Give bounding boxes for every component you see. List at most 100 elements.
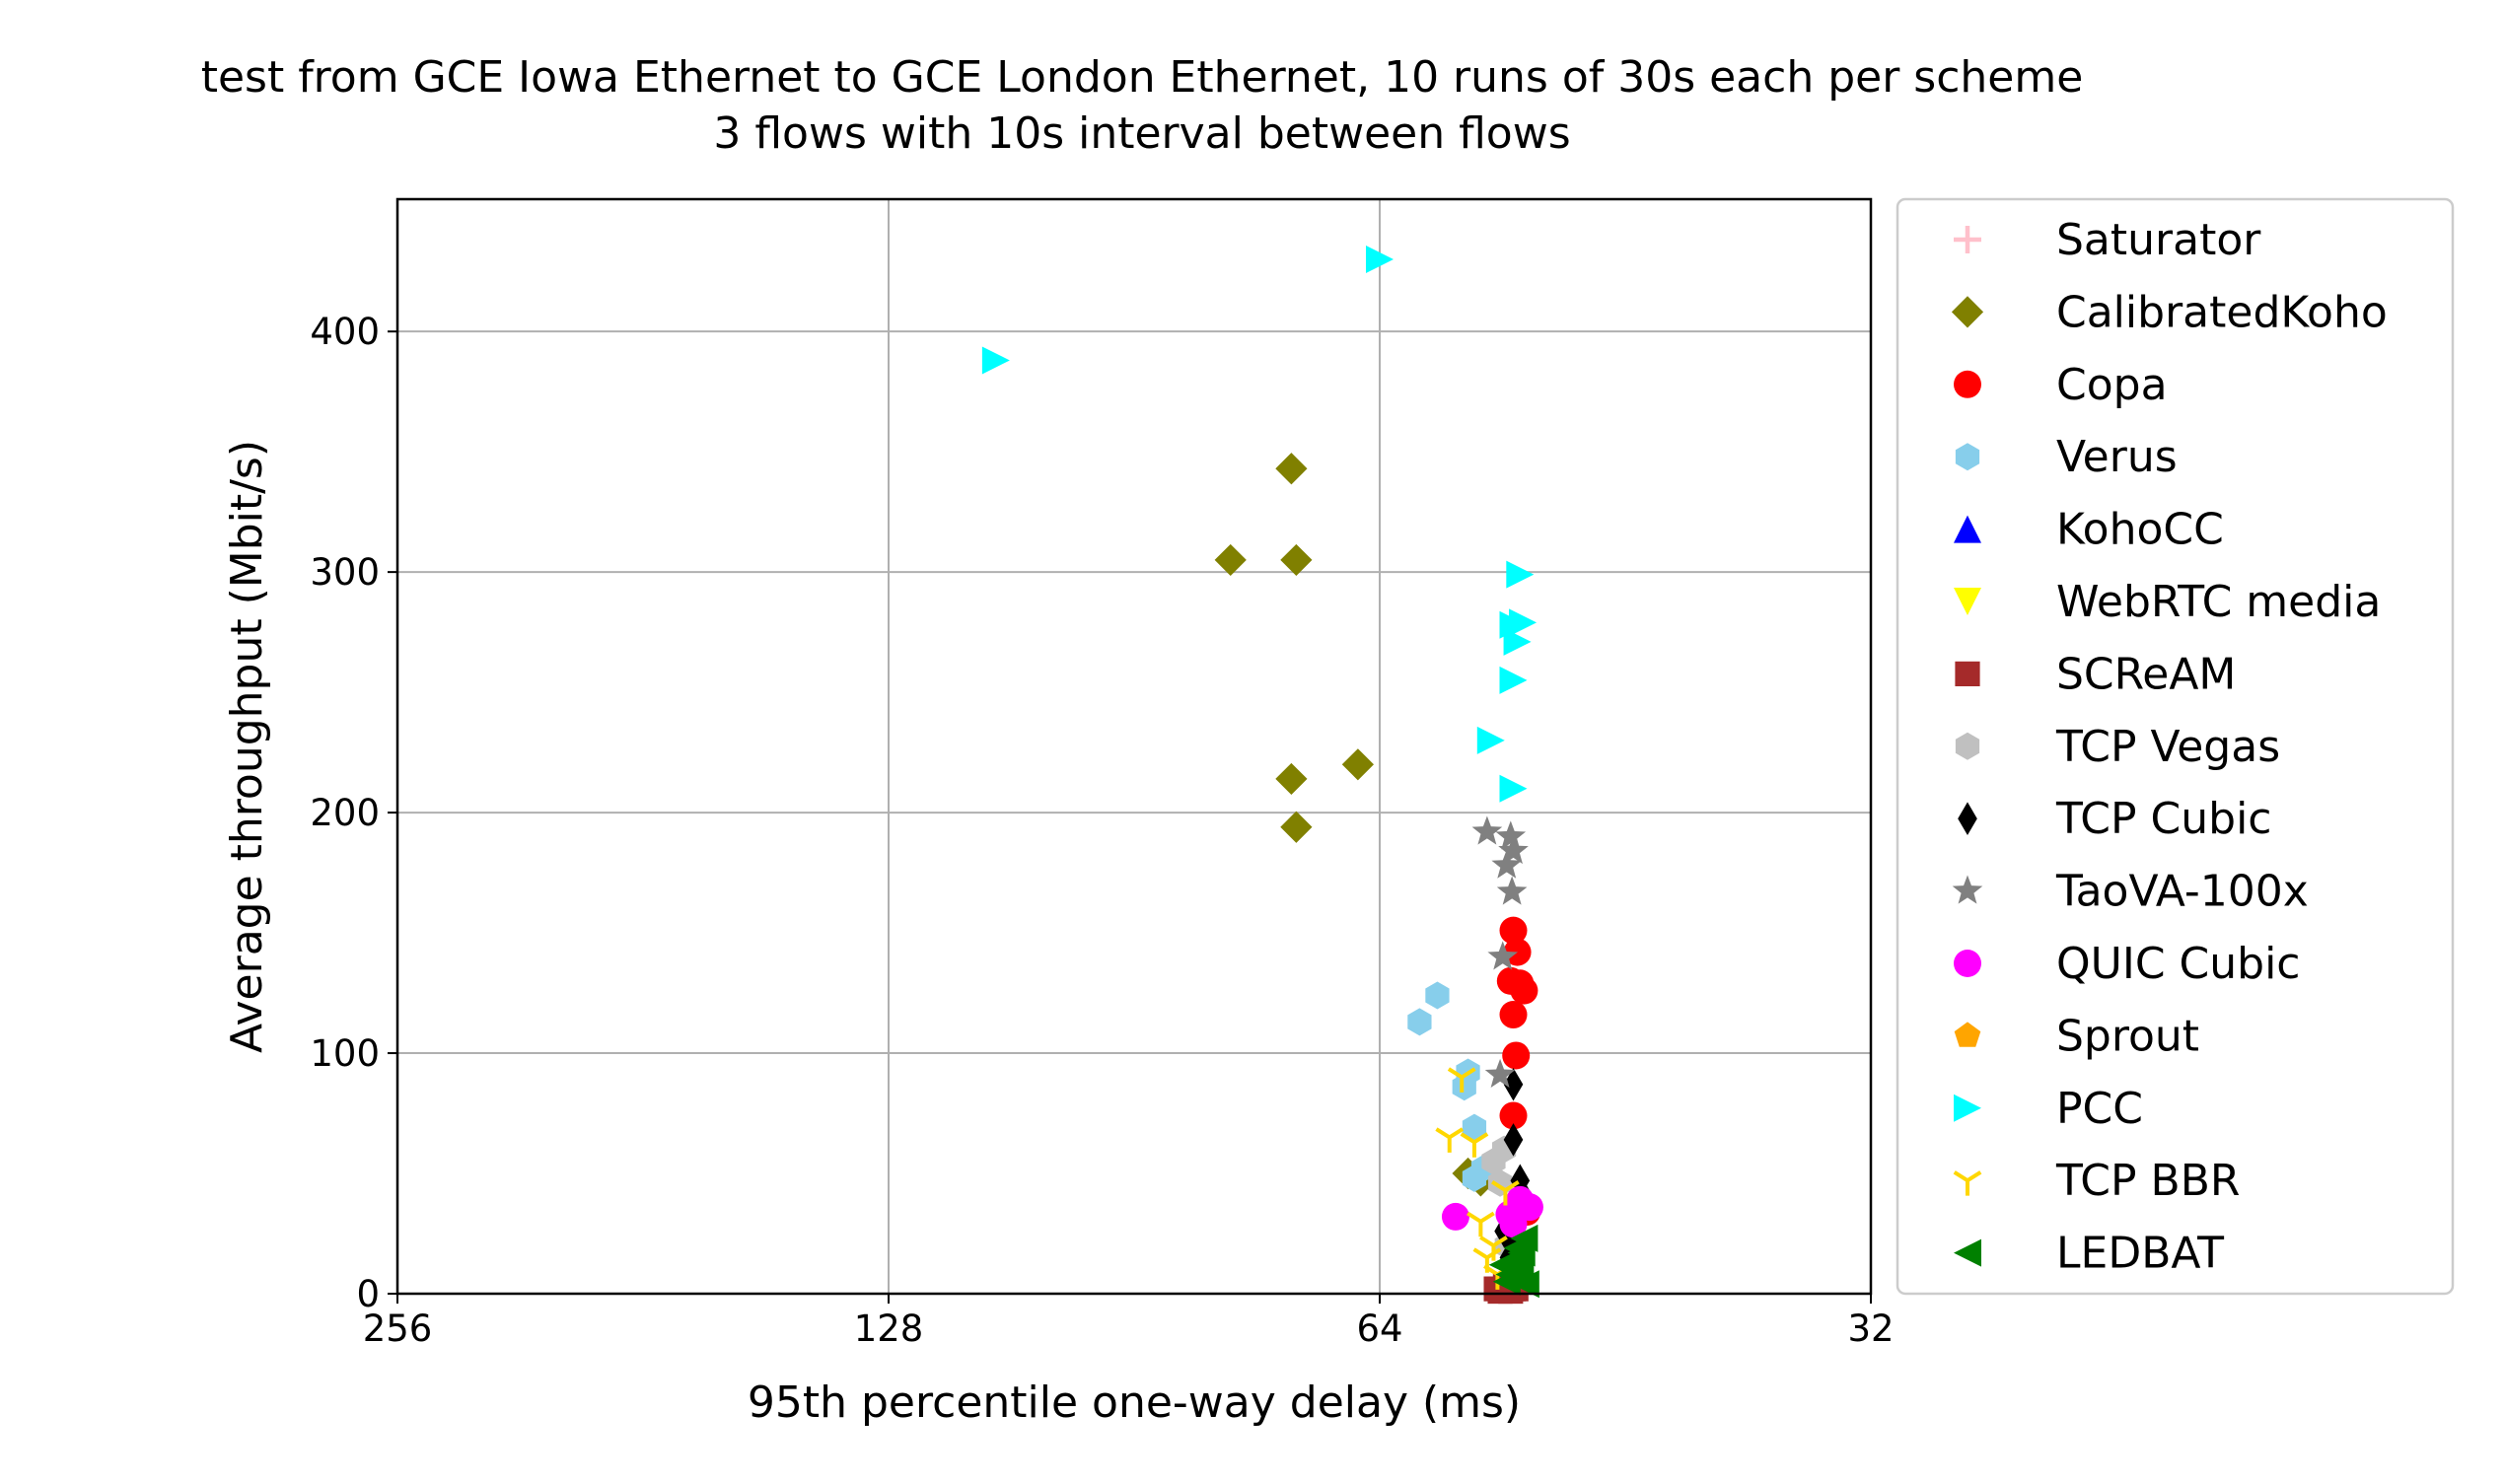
legend-item-quic-cubic: QUIC Cubic bbox=[1954, 939, 2300, 989]
legend-item-kohocc: KohoCC bbox=[1954, 505, 2224, 555]
data-point bbox=[1503, 627, 1532, 656]
data-point bbox=[1503, 1067, 1524, 1101]
legend-marker bbox=[1954, 1094, 1981, 1122]
data-point bbox=[1341, 748, 1374, 781]
data-points bbox=[981, 245, 1543, 1305]
data-point bbox=[1496, 876, 1528, 905]
data-point bbox=[1484, 1058, 1516, 1089]
data-point bbox=[1499, 1001, 1528, 1029]
legend-item-verus: Verus bbox=[1955, 432, 2178, 482]
legend-label: LEDBAT bbox=[2056, 1229, 2224, 1279]
legend-item-scream: SCReAM bbox=[1955, 649, 2236, 699]
data-point bbox=[1510, 1164, 1531, 1198]
x-tick-label: 32 bbox=[1847, 1307, 1894, 1350]
data-point bbox=[1499, 916, 1528, 945]
plot-frame bbox=[395, 197, 1873, 1296]
legend-label: QUIC Cubic bbox=[2056, 939, 2300, 989]
legend-item-webrtc-media: WebRTC media bbox=[1954, 577, 2381, 627]
data-point bbox=[1275, 453, 1308, 485]
legend-marker bbox=[1954, 515, 1981, 543]
legend-marker bbox=[1954, 950, 1981, 977]
data-point bbox=[1280, 811, 1313, 843]
legend-label: KohoCC bbox=[2056, 505, 2224, 555]
data-point bbox=[1499, 1101, 1528, 1130]
legend-item-sprout: Sprout bbox=[1954, 1011, 2199, 1061]
axes: 256 128 64 32 0 100 200 300 400 bbox=[310, 311, 1894, 1350]
series-taova-100x bbox=[1471, 815, 1529, 1089]
data-point bbox=[1491, 1180, 1520, 1206]
data-point bbox=[1366, 245, 1394, 273]
series-ledbat bbox=[1488, 1224, 1539, 1299]
legend-marker bbox=[1954, 370, 1981, 398]
data-point bbox=[1511, 1270, 1539, 1299]
legend-label: Saturator bbox=[2056, 215, 2261, 265]
legend-marker bbox=[1953, 1170, 1982, 1196]
legend-box bbox=[1896, 197, 2455, 1296]
data-point bbox=[1462, 1113, 1487, 1142]
data-point bbox=[1467, 1211, 1495, 1237]
x-tick-label: 128 bbox=[854, 1307, 924, 1350]
data-point bbox=[1435, 1127, 1465, 1153]
data-point bbox=[1498, 835, 1529, 865]
data-point bbox=[1502, 1041, 1531, 1070]
legend-marker bbox=[1954, 1238, 1981, 1267]
legend-marker bbox=[1952, 875, 1983, 904]
data-point bbox=[1499, 1210, 1528, 1238]
legend-label: SCReAM bbox=[2056, 649, 2236, 699]
legend-label: Copa bbox=[2056, 360, 2168, 410]
data-point bbox=[1425, 981, 1450, 1010]
legend-item-tcp-bbr: TCP BBR bbox=[1953, 1156, 2240, 1206]
data-point bbox=[1275, 762, 1308, 796]
legend-label: TaoVA-100x bbox=[2055, 867, 2309, 917]
data-point bbox=[1491, 849, 1523, 879]
legend-marker bbox=[1954, 588, 1981, 615]
chart-title-line-2: 3 flows with 10s interval between flows bbox=[713, 108, 1570, 159]
data-point bbox=[1492, 1267, 1521, 1296]
legend-label: TCP BBR bbox=[2055, 1156, 2240, 1206]
data-point bbox=[1472, 1247, 1502, 1273]
legend: Saturator CalibratedKoho Copa Verus KohoCC We… bbox=[1896, 197, 2455, 1296]
legend-item-taova-100x: TaoVA-100x bbox=[1952, 867, 2309, 917]
data-point bbox=[1503, 1123, 1524, 1157]
legend-label: Sprout bbox=[2056, 1011, 2199, 1061]
data-point bbox=[1496, 966, 1525, 995]
grid bbox=[396, 199, 1872, 1295]
legend-marker bbox=[1955, 443, 1980, 471]
data-point bbox=[1452, 1073, 1476, 1101]
data-point bbox=[1506, 560, 1535, 589]
x-tick-label: 64 bbox=[1356, 1307, 1402, 1350]
data-point bbox=[1447, 1067, 1476, 1093]
legend-marker bbox=[1955, 732, 1980, 760]
legend-marker bbox=[1954, 226, 1981, 253]
legend-marker bbox=[1955, 661, 1980, 686]
x-tick-label: 256 bbox=[363, 1307, 433, 1350]
legend-label: Verus bbox=[2056, 432, 2178, 482]
series-quic-cubic bbox=[1441, 1185, 1543, 1238]
legend-label: TCP Cubic bbox=[2055, 794, 2272, 844]
legend-item-calibratedkoho: CalibratedKoho bbox=[1951, 287, 2388, 337]
y-tick-label: 300 bbox=[310, 551, 380, 594]
data-point bbox=[1407, 1008, 1432, 1036]
legend-label: CalibratedKoho bbox=[2056, 287, 2388, 337]
legend-item-ledbat: LEDBAT bbox=[1954, 1229, 2224, 1279]
data-point bbox=[1462, 1164, 1487, 1192]
data-point bbox=[1481, 1147, 1506, 1175]
data-point bbox=[1280, 543, 1313, 577]
series-pcc bbox=[981, 245, 1538, 803]
data-point bbox=[1476, 726, 1505, 754]
y-tick-label: 200 bbox=[310, 792, 380, 834]
data-point bbox=[1471, 815, 1503, 845]
data-point bbox=[1487, 941, 1519, 970]
data-point bbox=[981, 346, 1010, 375]
data-point bbox=[1495, 820, 1527, 850]
y-axis-label: Average throughput (Mbit/s) bbox=[222, 440, 272, 1053]
chart-title-line-1: test from GCE Iowa Ethernet to GCE Londo… bbox=[201, 52, 2084, 103]
legend-item-tcp-cubic: TCP Cubic bbox=[1958, 794, 2272, 844]
y-tick-label: 400 bbox=[310, 311, 380, 353]
data-point bbox=[1441, 1202, 1469, 1231]
legend-label: WebRTC media bbox=[2056, 577, 2381, 627]
legend-item-pcc: PCC bbox=[1954, 1084, 2143, 1134]
y-tick-label: 100 bbox=[310, 1032, 380, 1075]
legend-item-tcp-vegas: TCP Vegas bbox=[1955, 722, 2280, 772]
